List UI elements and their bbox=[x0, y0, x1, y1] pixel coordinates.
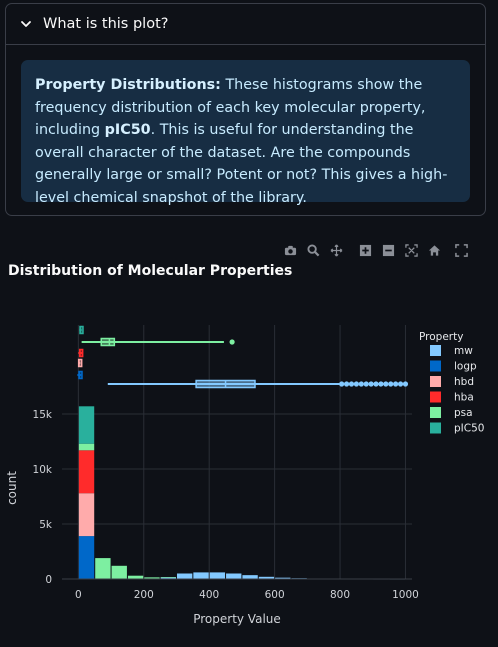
bar-mw bbox=[176, 573, 193, 579]
box-hbd bbox=[77, 358, 83, 368]
zoom-out-icon[interactable] bbox=[381, 243, 396, 258]
bar-psa bbox=[95, 558, 111, 579]
box-hba bbox=[78, 348, 84, 358]
bar-mw bbox=[242, 575, 258, 579]
legend-swatch-hbd bbox=[430, 376, 441, 387]
camera-icon[interactable] bbox=[283, 243, 298, 258]
histogram-bars bbox=[78, 406, 405, 580]
bar-psa bbox=[160, 577, 176, 578]
expander-title: What is this plot? bbox=[43, 16, 169, 32]
box-outlier bbox=[397, 381, 404, 387]
bar-mw bbox=[275, 577, 291, 579]
bar-mw bbox=[160, 577, 176, 579]
legend-label-psa: psa bbox=[454, 407, 473, 419]
y-tick-label: 0 bbox=[45, 574, 52, 586]
x-axis-title: Property Value bbox=[193, 612, 281, 626]
y-tick-label: 10k bbox=[33, 464, 53, 476]
y-tick-label: 15k bbox=[33, 409, 53, 421]
box-psa bbox=[81, 337, 235, 347]
bar-logp bbox=[78, 536, 95, 579]
x-tick-label: 600 bbox=[265, 589, 285, 601]
zoom-in-icon[interactable] bbox=[358, 243, 373, 258]
bar-psa bbox=[127, 575, 144, 579]
box-outlier bbox=[358, 381, 364, 387]
box-mw bbox=[107, 379, 409, 389]
box-outlier bbox=[402, 381, 409, 387]
bar-psa bbox=[111, 565, 127, 579]
x-tick-label: 1000 bbox=[392, 589, 419, 601]
box-outlier bbox=[343, 381, 350, 387]
bar-pIC50 bbox=[78, 406, 95, 444]
legend-swatch-hba bbox=[430, 391, 441, 403]
x-tick-label: 800 bbox=[330, 589, 350, 601]
info-bold-pic50: pIC50 bbox=[104, 122, 151, 138]
legend-swatch-pIC50 bbox=[430, 422, 441, 434]
info-text-2: . This is useful for understanding the o… bbox=[35, 122, 448, 206]
axes: 0 200 400 600 800 1000 0 5k 10k 15k bbox=[33, 409, 419, 601]
legend-label-logp: logp bbox=[454, 361, 477, 373]
box-outlier bbox=[348, 381, 355, 387]
box-outlier bbox=[368, 381, 374, 387]
box-outlier bbox=[353, 381, 359, 387]
box-outlier bbox=[378, 381, 384, 387]
fullscreen-icon[interactable] bbox=[454, 243, 469, 258]
chevron-down-icon bbox=[20, 17, 34, 31]
legend-label-hbd: hbd bbox=[454, 376, 474, 388]
box-pIC50 bbox=[79, 325, 84, 335]
legend-title: Property bbox=[419, 331, 463, 343]
bar-hbd bbox=[78, 493, 95, 537]
bar-mw bbox=[226, 573, 242, 579]
bar-hba bbox=[78, 450, 95, 494]
box-outlier bbox=[229, 339, 235, 345]
bar-mw bbox=[193, 572, 209, 579]
divider bbox=[6, 44, 485, 45]
grid-lines bbox=[62, 325, 412, 579]
box-outlier bbox=[383, 381, 389, 387]
x-tick-label: 0 bbox=[75, 589, 82, 601]
info-bold-label: Property Distributions: bbox=[35, 77, 221, 93]
legend-swatch-logp bbox=[430, 360, 441, 372]
legend-swatch-mw bbox=[430, 345, 441, 356]
pan-icon[interactable] bbox=[329, 243, 344, 258]
autoscale-icon[interactable] bbox=[404, 243, 419, 258]
home-icon[interactable] bbox=[427, 243, 442, 258]
bar-psa bbox=[78, 443, 95, 451]
box-body bbox=[100, 337, 116, 347]
box-logp bbox=[77, 370, 83, 380]
box-outlier bbox=[393, 381, 399, 387]
legend-label-pIC50: pIC50 bbox=[454, 423, 484, 435]
chart-modebar bbox=[283, 240, 477, 260]
info-box: Property Distributions: These histograms… bbox=[21, 60, 470, 206]
plot-explainer-expander: What is this plot? Property Distribution… bbox=[5, 3, 486, 216]
x-tick-label: 200 bbox=[134, 589, 154, 601]
info-text-1: These histograms show the frequency dist… bbox=[35, 77, 426, 138]
histogram-chart: 0 200 400 600 800 1000 0 5k 10k 15k Property Valu… bbox=[5, 325, 484, 626]
legend-swatch-psa bbox=[430, 407, 441, 418]
zoom-icon[interactable] bbox=[306, 243, 321, 258]
legend-label-hba: hba bbox=[454, 392, 474, 404]
box-outlier bbox=[373, 381, 379, 387]
bar-mw bbox=[258, 576, 275, 579]
y-tick-label: 5k bbox=[39, 519, 53, 531]
legend: Property mw logp hbd hba psa pIC50 bbox=[419, 331, 484, 435]
box-outlier bbox=[339, 381, 345, 387]
chart-title: Distribution of Molecular Properties bbox=[8, 263, 293, 279]
box-outlier bbox=[388, 381, 394, 387]
marginal-box-plots bbox=[77, 325, 409, 389]
legend-label-mw: mw bbox=[454, 345, 473, 357]
box-outlier bbox=[363, 381, 369, 387]
bar-psa bbox=[144, 577, 160, 579]
bar-mw bbox=[209, 572, 226, 579]
expander-header[interactable]: What is this plot? bbox=[6, 4, 485, 44]
x-tick-label: 400 bbox=[199, 589, 219, 601]
y-axis-title: count bbox=[5, 471, 19, 505]
